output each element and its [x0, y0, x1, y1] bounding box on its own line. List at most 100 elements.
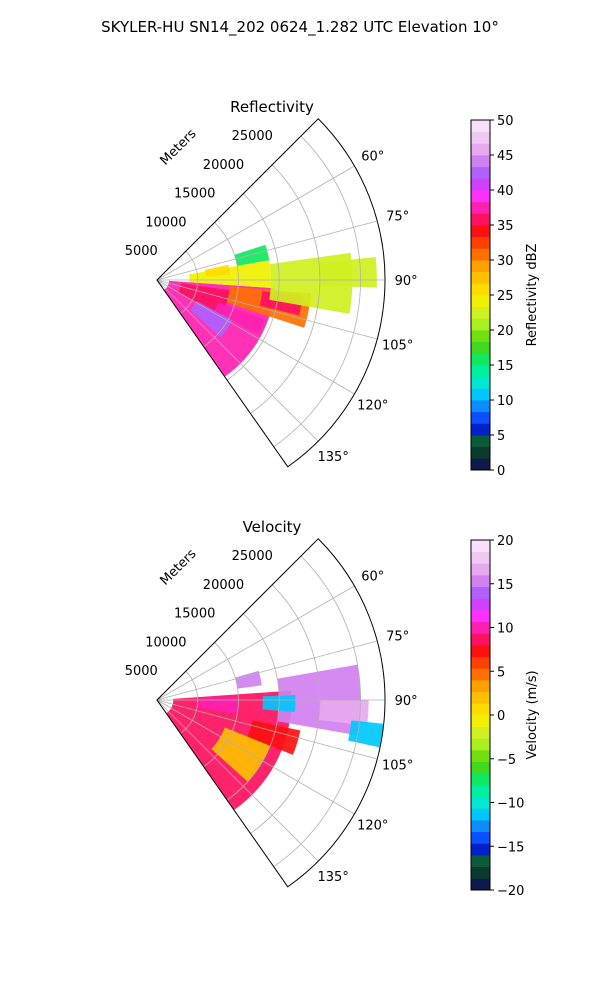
colorbar-swatch — [471, 656, 490, 669]
range-ring — [203, 642, 239, 768]
colorbar-label: Reflectivity dBZ — [525, 244, 540, 347]
colorbar-swatch — [471, 866, 490, 879]
colorbar-swatch — [471, 645, 490, 658]
colorbar-swatch — [471, 820, 490, 833]
colorbar-swatch — [471, 201, 490, 214]
colorbar-swatch — [471, 341, 490, 354]
colorbar-swatch — [471, 260, 490, 273]
colorbar-swatch — [471, 388, 490, 401]
azimuth-tick-label: 135° — [318, 450, 349, 465]
azimuth-spoke — [156, 279, 378, 340]
azimuth-spoke — [156, 165, 355, 281]
data-region — [235, 670, 262, 689]
colorbar-swatch — [471, 120, 490, 133]
colorbar: 0 5 10 15 20 25 30 35 40 45 50 Reflectivity dBZ — [470, 114, 540, 479]
colorbar-swatch — [471, 225, 490, 238]
colorbar-tick-label: 15 — [497, 359, 514, 374]
range-tick-label: 20000 — [203, 578, 244, 593]
azimuth-spoke — [156, 699, 319, 862]
colorbar-tick-label: 10 — [497, 394, 514, 409]
range-tick-label: 15000 — [174, 607, 215, 622]
colorbar-swatch — [471, 295, 490, 308]
azimuth-spoke — [156, 699, 355, 815]
colorbar-swatch — [471, 131, 490, 144]
colorbar-swatch — [471, 586, 490, 599]
range-ring — [273, 135, 361, 448]
azimuth-spoke — [156, 699, 378, 760]
colorbar-swatch — [471, 318, 490, 331]
range-tick-label: 5000 — [125, 244, 158, 259]
colorbar-swatch — [471, 855, 490, 868]
azimuth-tick-label: 135° — [318, 870, 349, 885]
range-ring — [250, 584, 321, 834]
data-region — [214, 302, 265, 334]
range-ring — [273, 555, 361, 868]
data-region — [348, 720, 384, 748]
colorbar-swatch — [471, 738, 490, 751]
azimuth-tick-label: 120° — [357, 819, 388, 834]
data-region — [318, 700, 369, 726]
colorbar-swatch — [471, 213, 490, 226]
data-layer — [164, 244, 377, 377]
colorbar-swatch — [471, 808, 490, 821]
colorbar-swatch — [471, 878, 490, 891]
range-ring — [226, 193, 280, 381]
colorbar-swatch — [471, 796, 490, 809]
panel-title: Velocity — [243, 518, 302, 536]
radial-axis-label: Meters — [158, 546, 200, 588]
azimuth-tick-label: 75° — [386, 210, 409, 225]
colorbar-swatch — [471, 773, 490, 786]
colorbar-tick-label: 0 — [497, 464, 505, 479]
range-tick-label: 15000 — [174, 187, 215, 202]
velocity-panel: Velocity 5000 10000 15000 20000 25000 Meters 60… — [125, 518, 540, 899]
colorbar-swatch — [471, 715, 490, 728]
range-tick-label: 10000 — [145, 215, 186, 230]
colorbar-swatch — [471, 190, 490, 203]
radial-axis-label: Meters — [158, 126, 200, 168]
range-ring — [180, 250, 199, 314]
colorbar-swatch — [471, 271, 490, 284]
colorbar-swatch — [471, 236, 490, 249]
colorbar: −20 −15 −10 −5 0 5 10 15 20 Velocity (m/s) — [470, 534, 540, 899]
data-region — [204, 264, 231, 277]
colorbar-tick-label: 50 — [497, 114, 514, 129]
colorbar-tick-label: 10 — [497, 622, 514, 637]
azimuth-tick-label: 60° — [361, 569, 384, 584]
colorbar-swatch — [471, 446, 490, 459]
data-region — [247, 720, 301, 755]
colorbar-swatch — [471, 540, 490, 553]
colorbar-swatch — [471, 400, 490, 413]
sector-frame — [156, 118, 386, 468]
colorbar-swatch — [471, 831, 490, 844]
colorbar-swatch — [471, 143, 490, 156]
colorbar-tick-label: −15 — [497, 840, 524, 855]
colorbar-tick-label: 20 — [497, 534, 514, 549]
azimuth-tick-label: 105° — [382, 338, 413, 353]
azimuth-spoke — [156, 279, 355, 395]
range-ring — [180, 670, 199, 734]
colorbar-swatch — [471, 306, 490, 319]
azimuth-spoke — [156, 279, 319, 442]
range-ring — [203, 222, 239, 348]
colorbar-swatch — [471, 435, 490, 448]
colorbar-swatch — [471, 563, 490, 576]
colorbar-swatch — [471, 166, 490, 179]
colorbar-swatch — [471, 610, 490, 623]
colorbar-swatch — [471, 761, 490, 774]
azimuth-tick-label: 90° — [395, 274, 418, 289]
range-tick-label: 25000 — [232, 549, 273, 564]
colorbar-swatch — [471, 423, 490, 436]
azimuth-spoke — [156, 640, 378, 701]
colorbar-swatch — [471, 680, 490, 693]
colorbar-tick-label: 0 — [497, 709, 505, 724]
colorbar-tick-label: −5 — [497, 753, 516, 768]
colorbar-label: Velocity (m/s) — [525, 670, 540, 759]
azimuth-tick-label: 90° — [395, 694, 418, 709]
colorbar-tick-label: 40 — [497, 184, 514, 199]
data-region — [190, 301, 233, 338]
colorbar-tick-label: −20 — [497, 884, 524, 899]
azimuth-tick-label: 75° — [386, 630, 409, 645]
range-tick-label: 25000 — [232, 129, 273, 144]
azimuth-spoke — [156, 585, 355, 701]
colorbar-swatch — [471, 458, 490, 471]
